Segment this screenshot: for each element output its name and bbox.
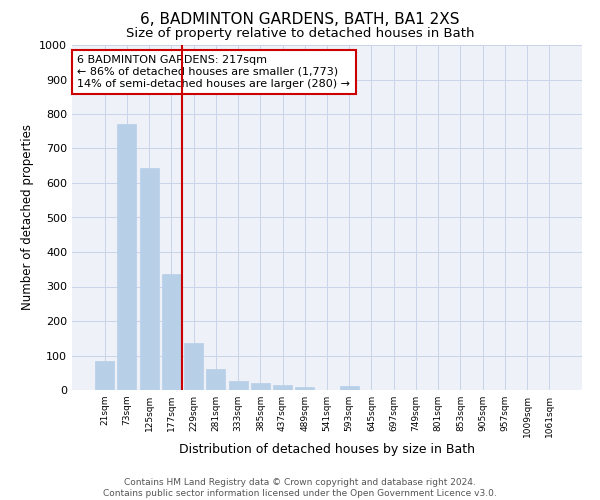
Bar — [206, 370, 225, 390]
Text: Contains HM Land Registry data © Crown copyright and database right 2024.
Contai: Contains HM Land Registry data © Crown c… — [103, 478, 497, 498]
Bar — [95, 362, 114, 390]
Bar — [118, 124, 136, 390]
X-axis label: Distribution of detached houses by size in Bath: Distribution of detached houses by size … — [179, 442, 475, 456]
Y-axis label: Number of detached properties: Number of detached properties — [20, 124, 34, 310]
Bar — [273, 385, 292, 390]
Bar — [184, 342, 203, 390]
Text: 6, BADMINTON GARDENS, BATH, BA1 2XS: 6, BADMINTON GARDENS, BATH, BA1 2XS — [140, 12, 460, 28]
Bar — [162, 274, 181, 390]
Bar — [251, 383, 270, 390]
Bar — [140, 168, 158, 390]
Bar — [295, 386, 314, 390]
Bar — [229, 381, 248, 390]
Text: Size of property relative to detached houses in Bath: Size of property relative to detached ho… — [126, 28, 474, 40]
Bar — [340, 386, 359, 390]
Text: 6 BADMINTON GARDENS: 217sqm
← 86% of detached houses are smaller (1,773)
14% of : 6 BADMINTON GARDENS: 217sqm ← 86% of det… — [77, 56, 350, 88]
